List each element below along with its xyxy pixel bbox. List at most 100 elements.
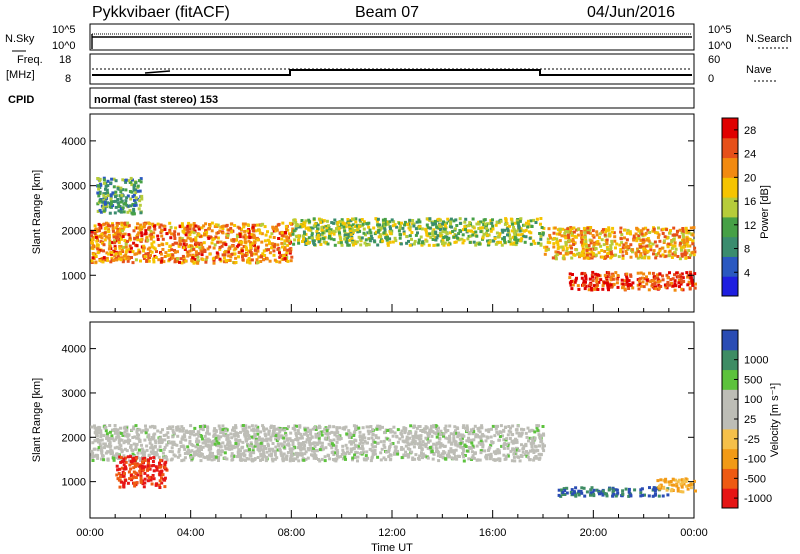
scatter-cell	[539, 243, 543, 247]
scatter-cell	[276, 223, 280, 227]
scatter-cell	[230, 230, 233, 234]
scatter-cell	[428, 217, 432, 221]
scatter-cell	[659, 478, 663, 482]
scatter-cell	[179, 441, 183, 445]
scatter-cell	[351, 458, 354, 462]
scatter-cell	[128, 180, 132, 184]
scatter-cell	[292, 229, 296, 233]
freq-blip	[144, 70, 171, 74]
scatter-cell	[653, 489, 657, 493]
scatter-cell	[383, 445, 387, 449]
scatter-cell	[374, 445, 377, 449]
scatter-cell	[509, 426, 512, 430]
scatter-cell	[101, 200, 105, 204]
scatter-cell	[503, 457, 507, 461]
scatter-cell	[256, 442, 260, 446]
scatter-cell	[123, 472, 126, 476]
scatter-cell	[310, 435, 314, 439]
scatter-cell	[227, 247, 231, 251]
scatter-cell	[247, 425, 251, 429]
scatter-cell	[477, 227, 481, 230]
scatter-cell	[369, 231, 373, 235]
scatter-cell	[358, 434, 362, 438]
scatter-cell	[214, 255, 218, 259]
scatter-cell	[238, 232, 242, 236]
scatter-cell	[648, 486, 651, 490]
scatter-cell	[324, 446, 328, 450]
scatter-cell	[385, 233, 389, 237]
scatter-cell	[196, 261, 200, 265]
scatter-cell	[250, 233, 254, 237]
scatter-cell	[477, 242, 481, 246]
scatter-cell	[142, 257, 146, 260]
scatter-cell	[321, 430, 325, 433]
scatter-cell	[289, 259, 293, 263]
scatter-cell	[146, 474, 150, 478]
scatter-cell	[200, 253, 204, 257]
scatter-cell	[244, 430, 248, 434]
scatter-cell	[201, 258, 205, 262]
scatter-cell	[443, 228, 447, 232]
scatter-cell	[398, 232, 402, 236]
scatter-cell	[313, 243, 316, 247]
scatter-cell	[169, 236, 173, 240]
scatter-cell	[396, 449, 399, 453]
scatter-cell	[332, 221, 336, 225]
scatter-cell	[283, 239, 287, 243]
scatter-cell	[555, 232, 559, 236]
scatter-cell	[275, 456, 279, 460]
scatter-cell	[103, 446, 106, 450]
scatter-cell	[556, 250, 560, 254]
scatter-cell	[137, 179, 141, 183]
scatter-cell	[677, 281, 681, 285]
scatter-cell	[103, 227, 107, 230]
scatter-cell	[134, 196, 138, 200]
scatter-cell	[122, 481, 126, 485]
y-tick-label: 1000	[62, 270, 86, 282]
scatter-cell	[143, 438, 147, 442]
scatter-cell	[146, 464, 150, 468]
scatter-cell	[432, 452, 436, 456]
scatter-cell	[250, 253, 254, 257]
colorbar-swatch	[722, 197, 738, 218]
scatter-cell	[309, 429, 313, 433]
scatter-cell	[341, 444, 345, 448]
scatter-cell	[98, 226, 102, 230]
scatter-cell	[388, 237, 392, 241]
scatter-cell	[418, 226, 422, 230]
scatter-cell	[272, 449, 275, 453]
scatter-cell	[643, 277, 647, 281]
scatter-cell	[575, 248, 579, 252]
scatter-cell	[418, 445, 422, 449]
scatter-cell	[678, 243, 682, 247]
scatter-cell	[485, 228, 489, 232]
scatter-cell	[360, 218, 364, 221]
scatter-cell	[180, 222, 184, 226]
scatter-cell	[529, 219, 533, 223]
scatter-cell	[134, 191, 138, 195]
scatter-cell	[205, 431, 209, 435]
scatter-cell	[302, 458, 306, 462]
scatter-cell	[685, 484, 689, 488]
scatter-cell	[610, 239, 614, 243]
scatter-cell	[496, 235, 500, 239]
scatter-cell	[393, 223, 397, 227]
scatter-cell	[100, 449, 103, 453]
scatter-cell	[96, 209, 100, 213]
scatter-cell	[619, 248, 623, 251]
scatter-cell	[160, 257, 164, 260]
scatter-cell	[374, 217, 378, 221]
scatter-cell	[335, 227, 338, 231]
scatter-cell	[315, 449, 319, 453]
scatter-cell	[504, 455, 508, 459]
x-tick-label: 08:00	[278, 527, 306, 539]
scatter-cell	[151, 474, 155, 477]
scatter-cell	[127, 441, 131, 445]
scatter-cell	[537, 452, 541, 456]
colorbar-swatch	[722, 488, 738, 509]
scatter-cell	[482, 223, 486, 227]
scatter-cell	[470, 429, 474, 433]
scatter-cell	[163, 255, 167, 258]
scatter-cell	[513, 221, 517, 225]
